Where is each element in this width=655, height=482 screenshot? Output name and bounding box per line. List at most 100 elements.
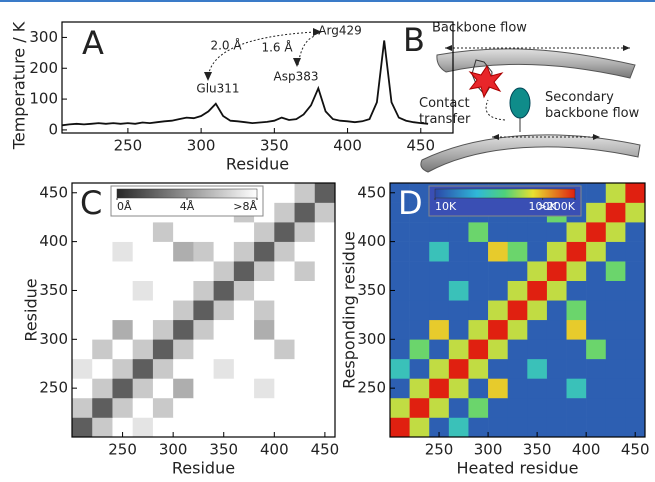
heatmap-cell xyxy=(274,300,295,321)
heatmap-cell xyxy=(527,222,548,242)
heatmap-cell xyxy=(132,319,154,340)
heatmap-cell xyxy=(488,280,508,301)
heatmap-cell xyxy=(468,261,489,281)
y-tick-label: 400 xyxy=(357,232,386,250)
heatmap-cell xyxy=(468,319,489,340)
y-tick-label: 350 xyxy=(39,281,68,299)
heatmap-cell xyxy=(409,319,430,340)
heatmap-cell xyxy=(566,397,587,418)
heatmap-cell xyxy=(152,300,174,321)
heatmap-cell xyxy=(274,378,295,399)
panel-label: B xyxy=(403,21,425,59)
heatmap-cell xyxy=(468,241,489,262)
heatmap-cell xyxy=(409,358,430,379)
heatmap-cell xyxy=(527,378,548,399)
heatmap-cell xyxy=(390,417,410,438)
heatmap-cell xyxy=(72,300,93,321)
heatmap-cell xyxy=(527,417,548,438)
heatmap-cell xyxy=(448,241,469,262)
heatmap-cell xyxy=(92,358,113,379)
heatmap-cell xyxy=(605,280,626,301)
heatmap-cell xyxy=(409,280,430,301)
heatmap-cell xyxy=(409,378,430,399)
heatmap-cell xyxy=(468,300,489,321)
heatmap-cell xyxy=(586,339,607,360)
heatmap-cell xyxy=(213,280,235,301)
heatmap-cell xyxy=(605,319,626,340)
y-tick-label: 250 xyxy=(357,379,386,397)
y-tick-label: 200 xyxy=(29,59,58,77)
heatmap-cell xyxy=(488,417,508,438)
heatmap-cell xyxy=(605,222,626,242)
colorbar-label: 4Å xyxy=(180,200,195,213)
heatmap-cell xyxy=(429,241,450,262)
heatmap-cell xyxy=(488,358,508,379)
heatmap-cell xyxy=(448,358,469,379)
heatmap-cell xyxy=(390,319,410,340)
label: Backbone flow xyxy=(432,21,527,36)
heatmap-cell xyxy=(274,358,295,379)
heatmap-cell xyxy=(546,280,567,301)
heatmap-cell xyxy=(213,358,235,379)
heatmap-cell xyxy=(274,397,295,418)
heatmap-cell xyxy=(586,222,607,242)
heatmap-cell xyxy=(112,339,133,360)
heatmap-cell xyxy=(527,261,548,281)
heatmap-cell xyxy=(152,417,174,438)
heatmap-cell xyxy=(546,300,567,321)
heatmap-cell xyxy=(586,397,607,418)
heatmap-cell xyxy=(193,241,214,262)
axes-frame xyxy=(389,182,646,438)
heatmap-cell xyxy=(507,358,528,379)
residue xyxy=(509,87,531,119)
heatmap-cell xyxy=(92,378,113,399)
heatmap-cell xyxy=(527,339,548,360)
heatmap-cell xyxy=(488,397,508,418)
heatmap-cell xyxy=(429,378,450,399)
axes-frame xyxy=(71,182,336,438)
y-axis-label: Responding residue xyxy=(340,231,359,389)
heatmap-cell xyxy=(314,417,336,438)
annotation: Arg429 xyxy=(318,24,361,38)
heatmap-cell xyxy=(294,261,316,281)
heatmap-cell xyxy=(213,300,235,321)
arrowhead xyxy=(492,134,499,140)
heatmap-cell xyxy=(605,183,626,203)
heatmap-cell xyxy=(605,339,626,360)
x-tick-label: 250 xyxy=(108,441,137,459)
heatmap-cell xyxy=(625,261,646,281)
heatmap-cell xyxy=(546,222,567,242)
heatmap-cell xyxy=(213,339,235,360)
heatmap-cell xyxy=(72,417,93,438)
heatmap-cell xyxy=(314,280,336,301)
heatmap-cell xyxy=(173,280,194,301)
arrowhead xyxy=(445,45,452,51)
heatmap-cell xyxy=(72,339,93,360)
heatmap-cell xyxy=(72,183,93,203)
annotation-arrow xyxy=(297,35,316,66)
heatmap-cell xyxy=(193,261,214,281)
line xyxy=(61,40,429,127)
heatmap-cell xyxy=(429,280,450,301)
y-tick-label: 250 xyxy=(39,379,68,397)
heatmap-cell xyxy=(152,241,174,262)
diagram-b: B Backbone flow Contact transfer Secondar… xyxy=(403,21,641,173)
heatmap-cell xyxy=(409,183,430,203)
heatmap-cell xyxy=(390,222,410,242)
heatmap-cell xyxy=(488,300,508,321)
colorbar-label: >8Å xyxy=(233,200,257,213)
heatmap-cell xyxy=(72,222,93,242)
heatmap-cell xyxy=(507,300,528,321)
axes-frame xyxy=(61,21,454,134)
heatmap-cell xyxy=(152,261,174,281)
heatmap-cell xyxy=(173,417,194,438)
heatmap-cell xyxy=(72,261,93,281)
heatmap-cell xyxy=(527,280,548,301)
heatmap-cell xyxy=(314,261,336,281)
heatmap-cell xyxy=(390,261,410,281)
heatmap-cell xyxy=(173,261,194,281)
heatmap-cell xyxy=(72,241,93,262)
heatmap-cell xyxy=(605,202,626,223)
heatmap-cell xyxy=(92,417,113,438)
heatmap-cell xyxy=(409,222,430,242)
